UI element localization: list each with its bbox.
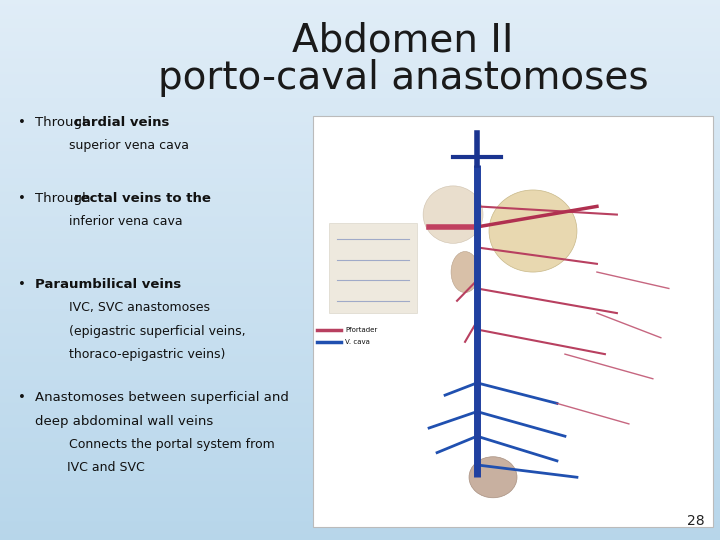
Text: Through: Through: [35, 192, 94, 205]
Text: V. cava: V. cava: [345, 339, 370, 345]
FancyBboxPatch shape: [329, 223, 417, 313]
Text: Connects the portal system from: Connects the portal system from: [49, 438, 275, 451]
Text: Pfortader: Pfortader: [345, 327, 377, 333]
Text: superior vena cava: superior vena cava: [49, 139, 189, 152]
Text: rectal veins to the: rectal veins to the: [73, 192, 211, 205]
Text: •: •: [18, 392, 26, 404]
Text: •: •: [18, 116, 26, 129]
Ellipse shape: [423, 186, 483, 244]
Text: Through: Through: [35, 116, 94, 129]
Text: Paraumbilical veins: Paraumbilical veins: [35, 278, 181, 291]
Ellipse shape: [451, 252, 479, 293]
Ellipse shape: [489, 190, 577, 272]
Text: cardial veins: cardial veins: [73, 116, 169, 129]
Text: inferior vena cava: inferior vena cava: [49, 215, 183, 228]
Ellipse shape: [469, 457, 517, 498]
Text: Anastomoses between superficial and: Anastomoses between superficial and: [35, 392, 289, 404]
Text: IVC and SVC: IVC and SVC: [67, 461, 145, 474]
Text: •: •: [18, 192, 26, 205]
Text: thoraco-epigastric veins): thoraco-epigastric veins): [49, 348, 225, 361]
Text: porto-caval anastomoses: porto-caval anastomoses: [158, 59, 649, 97]
Text: IVC, SVC anastomoses: IVC, SVC anastomoses: [49, 301, 210, 314]
Text: Abdomen II: Abdomen II: [292, 22, 514, 59]
FancyBboxPatch shape: [313, 116, 713, 526]
Text: 28: 28: [687, 514, 704, 528]
Text: •: •: [18, 278, 26, 291]
Text: deep abdominal wall veins: deep abdominal wall veins: [35, 415, 213, 428]
Text: (epigastric superficial veins,: (epigastric superficial veins,: [49, 325, 246, 338]
